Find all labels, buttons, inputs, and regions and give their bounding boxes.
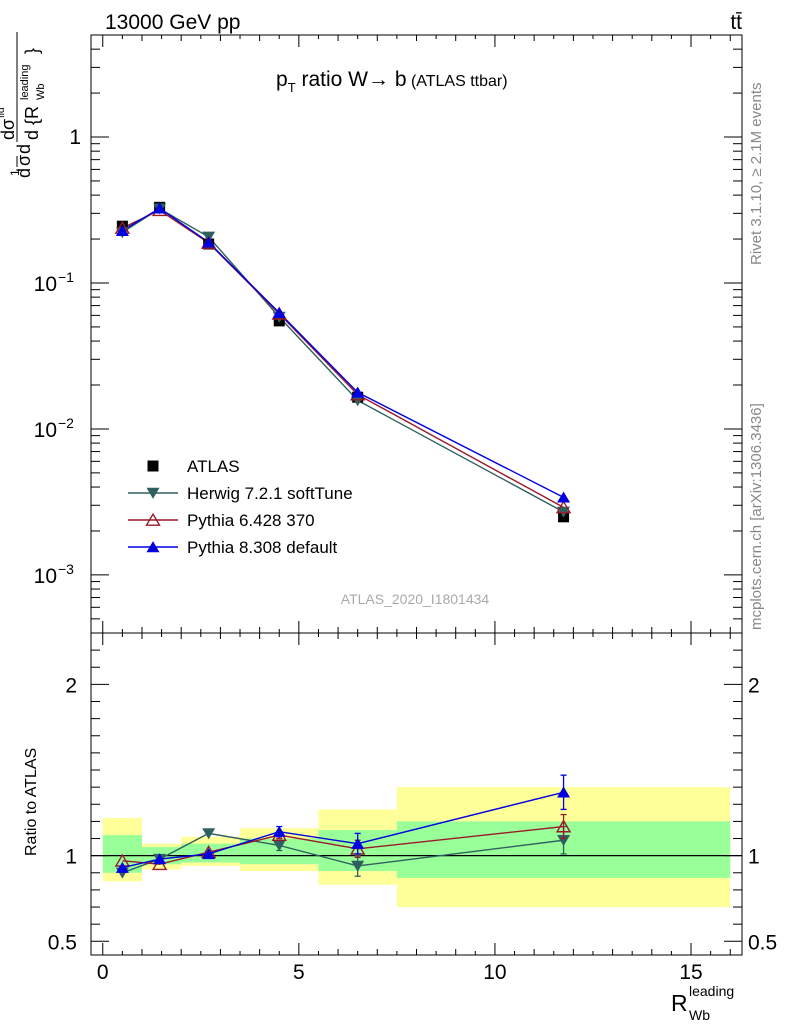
ratio-y-tick-label-right: 2	[748, 674, 760, 697]
legend-marker-pythia8	[146, 541, 160, 553]
main-y-tick-label: 10	[34, 273, 57, 296]
legend-marker-pythia6	[145, 512, 161, 526]
ratio-line-herwig	[122, 832, 564, 874]
ratio-line-pythia6	[122, 825, 564, 865]
legend-label-atlas: ATLAS	[187, 457, 240, 476]
main-y-axis-label: d 1 σ d dσ fid d {R leading Wb }	[0, 32, 47, 178]
svg-text:d: d	[14, 168, 34, 178]
x-axis-label-sup: leading	[689, 983, 734, 999]
ratio-point-pythia8	[351, 837, 365, 849]
x-tick-label: 15	[679, 961, 702, 984]
plot-title: pT ratio W→ b (ATLAS ttbar)	[276, 68, 508, 95]
x-axis-label: R	[671, 990, 688, 1016]
ratio-point-herwig	[351, 860, 365, 872]
ratio-point-pythia8	[153, 853, 167, 865]
mcplots-label: mcplots.cern.ch [arXiv:1306.3436]	[748, 403, 765, 630]
legend: ATLAS Herwig 7.2.1 softTune Pythia 6.428 3…	[128, 457, 353, 557]
analysis-id-watermark: ATLAS_2020_I1801434	[341, 591, 490, 607]
ratio-y-tick-label-right: 1	[748, 846, 760, 869]
legend-label-pythia6: Pythia 6.428 370	[187, 511, 315, 530]
svg-text:}: }	[22, 48, 42, 54]
ratio-y-tick-label-right: 0.5	[748, 931, 777, 954]
ratio-point-pythia8	[557, 786, 571, 798]
ratio-y-tick-label-left: 2	[65, 674, 77, 697]
svg-text:fid: fid	[0, 107, 7, 118]
main-y-tick-label: 10	[34, 565, 57, 588]
main-panel-data	[114, 201, 572, 523]
point-pythia8	[557, 491, 571, 503]
x-axis-label-sub: Wb	[689, 1007, 710, 1023]
svg-text:d {R: d {R	[22, 106, 42, 140]
svg-text:d: d	[14, 144, 34, 154]
header-energy-label: 13000 GeV pp	[105, 11, 240, 34]
ratio-point-herwig	[272, 840, 286, 852]
x-tick-label: 0	[97, 961, 109, 984]
x-tick-label: 10	[483, 961, 506, 984]
ratio-point-herwig	[557, 835, 571, 847]
x-tick-label: 5	[293, 961, 305, 984]
ratio-y-axis-label: Ratio to ATLAS	[23, 748, 40, 856]
svg-text:dσ: dσ	[0, 119, 18, 140]
ratio-panel-data	[114, 774, 572, 879]
legend-marker-atlas	[147, 460, 159, 472]
main-y-tick-exponent: −3	[58, 561, 74, 577]
point-herwig	[351, 395, 365, 407]
point-pythia8	[272, 306, 286, 318]
ratio-uncertainty-bands	[102, 787, 731, 908]
svg-text:σ: σ	[14, 155, 34, 166]
ratio-point-pythia8	[202, 848, 216, 860]
main-y-tick-label: 1	[69, 126, 81, 149]
svg-text:leading: leading	[19, 65, 31, 100]
svg-text:1: 1	[8, 169, 22, 176]
ratio-point-pythia8	[272, 825, 286, 837]
legend-label-herwig: Herwig 7.2.1 softTune	[187, 484, 353, 503]
series-line-pythia8	[122, 207, 564, 498]
point-pythia8	[115, 224, 129, 236]
ratio-line-pythia8	[122, 791, 564, 869]
rivet-version-label: Rivet 3.1.10, ≥ 2.1M events	[748, 83, 765, 266]
main-y-tick-exponent: −1	[58, 269, 74, 285]
point-pythia8	[153, 202, 167, 214]
svg-text:Wb: Wb	[35, 84, 47, 101]
ratio-point-pythia8	[115, 861, 129, 873]
legend-marker-herwig	[146, 487, 160, 499]
ratio-point-herwig	[202, 828, 216, 840]
legend-label-pythia8: Pythia 8.308 default	[187, 538, 338, 557]
main-y-tick-label: 10	[34, 419, 57, 442]
point-pythia8	[202, 236, 216, 248]
main-y-tick-exponent: −2	[58, 415, 74, 431]
point-pythia6	[555, 500, 572, 514]
ratio-point-pythia6	[555, 819, 572, 833]
ratio-y-tick-label-left: 0.5	[48, 931, 77, 954]
header-process-label: tt̄	[730, 11, 742, 34]
point-pythia8	[351, 386, 365, 398]
ratio-y-tick-label-left: 1	[65, 846, 77, 869]
